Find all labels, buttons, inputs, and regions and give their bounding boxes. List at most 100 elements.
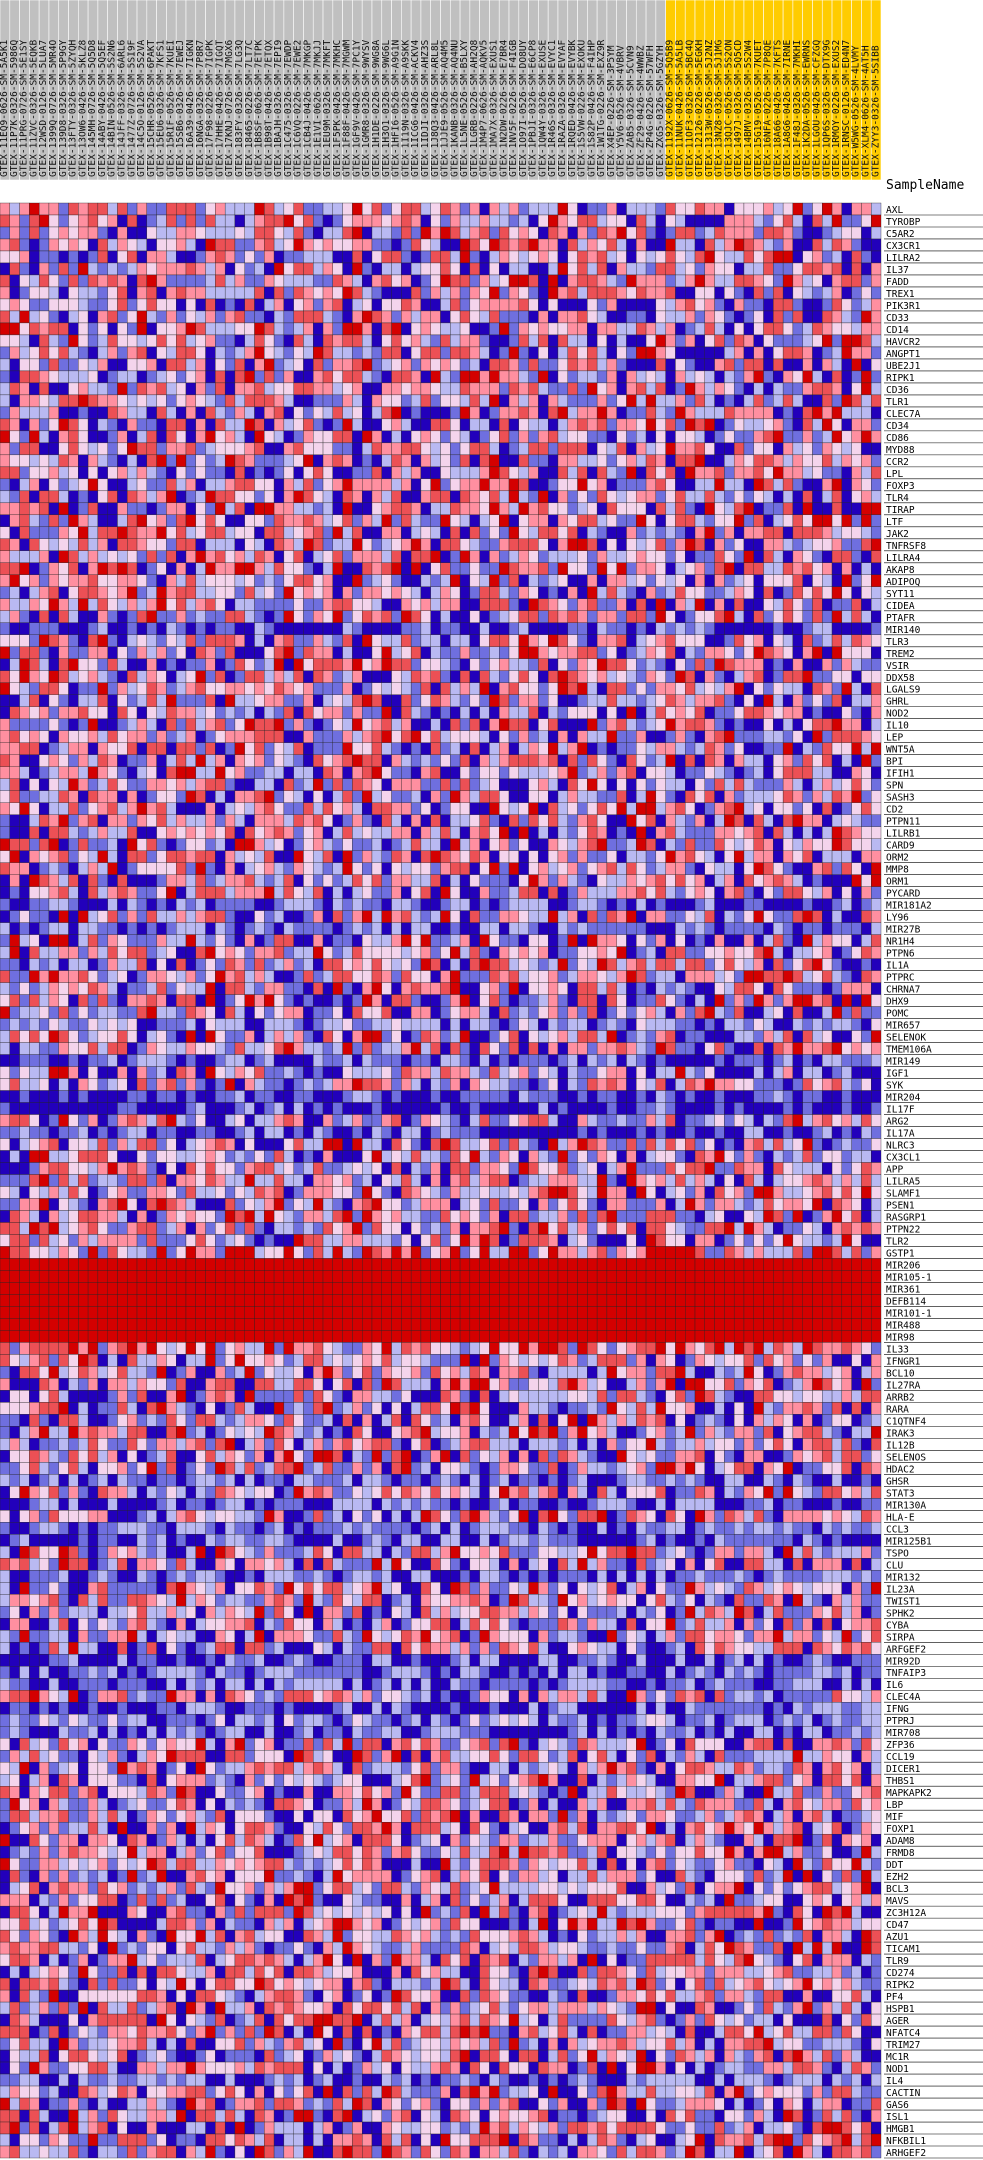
heatmap-cell	[205, 442, 216, 456]
heatmap-cell	[841, 598, 852, 611]
heatmap-cell	[205, 598, 216, 611]
heatmap-cell	[440, 478, 451, 492]
heatmap-cell	[117, 394, 128, 408]
heatmap-cell	[685, 562, 696, 575]
heatmap-cell	[156, 838, 167, 851]
heatmap-cell	[420, 610, 431, 623]
heatmap-cell	[29, 586, 40, 599]
heatmap-cell	[38, 250, 50, 264]
heatmap-cell	[450, 250, 461, 264]
heatmap-cell	[215, 310, 226, 324]
heatmap-cell	[822, 250, 833, 264]
heatmap-cell	[655, 526, 666, 540]
heatmap-cell	[548, 622, 559, 635]
heatmap-cell	[0, 718, 10, 731]
heatmap-cell	[430, 490, 441, 504]
heatmap-cell	[146, 538, 157, 551]
heatmap-cell	[371, 622, 382, 635]
heatmap-cell	[459, 658, 471, 671]
heatmap-cell	[871, 670, 882, 683]
heatmap-cell	[430, 586, 441, 599]
heatmap-cell	[499, 298, 510, 312]
heatmap-cell	[38, 682, 50, 695]
heatmap-cell	[195, 478, 206, 492]
heatmap-cell	[675, 682, 686, 695]
heatmap-cell	[205, 226, 216, 240]
heatmap-cell	[871, 238, 882, 252]
heatmap-cell	[87, 490, 99, 504]
heatmap-cell	[812, 562, 823, 575]
heatmap-cell	[557, 622, 568, 635]
heatmap-cell	[792, 706, 803, 719]
heatmap-cell	[802, 322, 813, 336]
heatmap-cell	[371, 322, 382, 336]
heatmap-cell	[9, 718, 20, 731]
heatmap-cell	[176, 802, 187, 815]
heatmap-cell	[782, 562, 794, 575]
heatmap-cell	[822, 622, 833, 635]
heatmap-cell	[792, 622, 803, 635]
heatmap-cell	[9, 646, 20, 659]
heatmap-cell	[636, 562, 647, 575]
heatmap-cell	[792, 226, 803, 240]
heatmap-cell	[264, 730, 275, 743]
heatmap-cell	[430, 682, 441, 695]
heatmap-cell	[97, 658, 108, 671]
heatmap-cell	[401, 706, 412, 719]
heatmap-cell	[127, 634, 138, 647]
heatmap-cell	[440, 346, 451, 360]
heatmap-cell	[577, 682, 588, 695]
heatmap-cell	[606, 490, 617, 504]
heatmap-cell	[313, 490, 324, 504]
heatmap-cell	[38, 238, 50, 252]
heatmap-cell	[293, 478, 304, 492]
heatmap-cell	[479, 694, 490, 707]
heatmap-cell	[440, 274, 451, 288]
heatmap-cell	[812, 718, 823, 731]
heatmap-cell	[127, 526, 138, 540]
heatmap-cell	[117, 238, 128, 252]
heatmap-cell	[773, 202, 784, 216]
heatmap-cell	[675, 346, 686, 360]
heatmap-cell	[499, 778, 510, 791]
heatmap-cell	[254, 442, 265, 456]
heatmap-cell	[645, 538, 657, 551]
heatmap-cell	[0, 574, 10, 587]
heatmap-cell	[254, 838, 265, 851]
heatmap-cell	[156, 634, 167, 647]
heatmap-cell	[636, 322, 647, 336]
heatmap-cell	[528, 706, 539, 719]
heatmap-cell	[851, 826, 862, 839]
heatmap-cell	[440, 418, 451, 432]
heatmap-cell	[215, 706, 226, 719]
heatmap-cell	[655, 370, 666, 384]
heatmap-cell	[205, 682, 216, 695]
heatmap-cell	[391, 202, 402, 216]
heatmap-cell	[97, 634, 108, 647]
sample-label: GTEX-11EQ9-0626-SM-5A5K1	[0, 39, 10, 177]
heatmap-cell	[371, 394, 382, 408]
heatmap-cell	[616, 622, 627, 635]
heatmap-cell	[792, 766, 803, 779]
heatmap-cell	[596, 274, 608, 288]
heatmap-cell	[234, 718, 245, 731]
heatmap-cell	[78, 538, 89, 551]
heatmap-cell	[450, 670, 461, 683]
heatmap-cell	[264, 670, 275, 683]
heatmap-cell	[626, 490, 637, 504]
heatmap-cell	[78, 802, 89, 815]
heatmap-cell	[626, 346, 637, 360]
heatmap-cell	[9, 214, 20, 228]
heatmap-cell	[636, 370, 647, 384]
heatmap-cell	[812, 622, 823, 635]
heatmap-cell	[479, 502, 490, 516]
heatmap-cell	[0, 466, 10, 480]
heatmap-cell	[753, 658, 764, 671]
heatmap-cell	[176, 490, 187, 504]
heatmap-cell	[459, 406, 471, 420]
heatmap-cell	[459, 598, 471, 611]
heatmap-cell	[9, 298, 20, 312]
heatmap-cell	[224, 514, 236, 528]
heatmap-cell	[362, 754, 373, 767]
heatmap-cell	[596, 490, 608, 504]
